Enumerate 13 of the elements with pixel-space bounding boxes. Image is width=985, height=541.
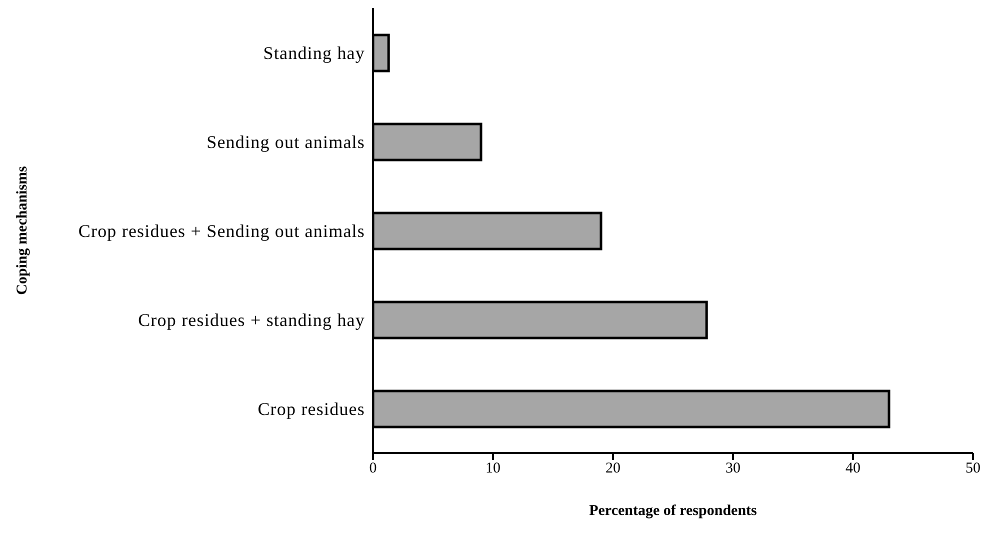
y-tick-label: Crop residues + standing hay bbox=[138, 310, 365, 330]
y-tick-label: Crop residues bbox=[258, 398, 365, 419]
x-tick-label: 50 bbox=[966, 460, 980, 477]
y-tick-label: Sending out animals bbox=[206, 132, 365, 152]
y-tick-label: Crop residues + Sending out animals bbox=[78, 220, 365, 241]
y-tick-label: Standing hay bbox=[263, 42, 365, 63]
x-axis-title: Percentage of respondents bbox=[589, 503, 758, 519]
y-axis-title: Coping mechanisms bbox=[14, 166, 30, 295]
x-tick-label: 0 bbox=[369, 460, 377, 477]
x-tick-label: 30 bbox=[726, 460, 740, 477]
x-tick-label: 40 bbox=[846, 460, 860, 477]
x-tick-label: 10 bbox=[486, 460, 500, 477]
x-tick-label: 20 bbox=[606, 460, 620, 477]
